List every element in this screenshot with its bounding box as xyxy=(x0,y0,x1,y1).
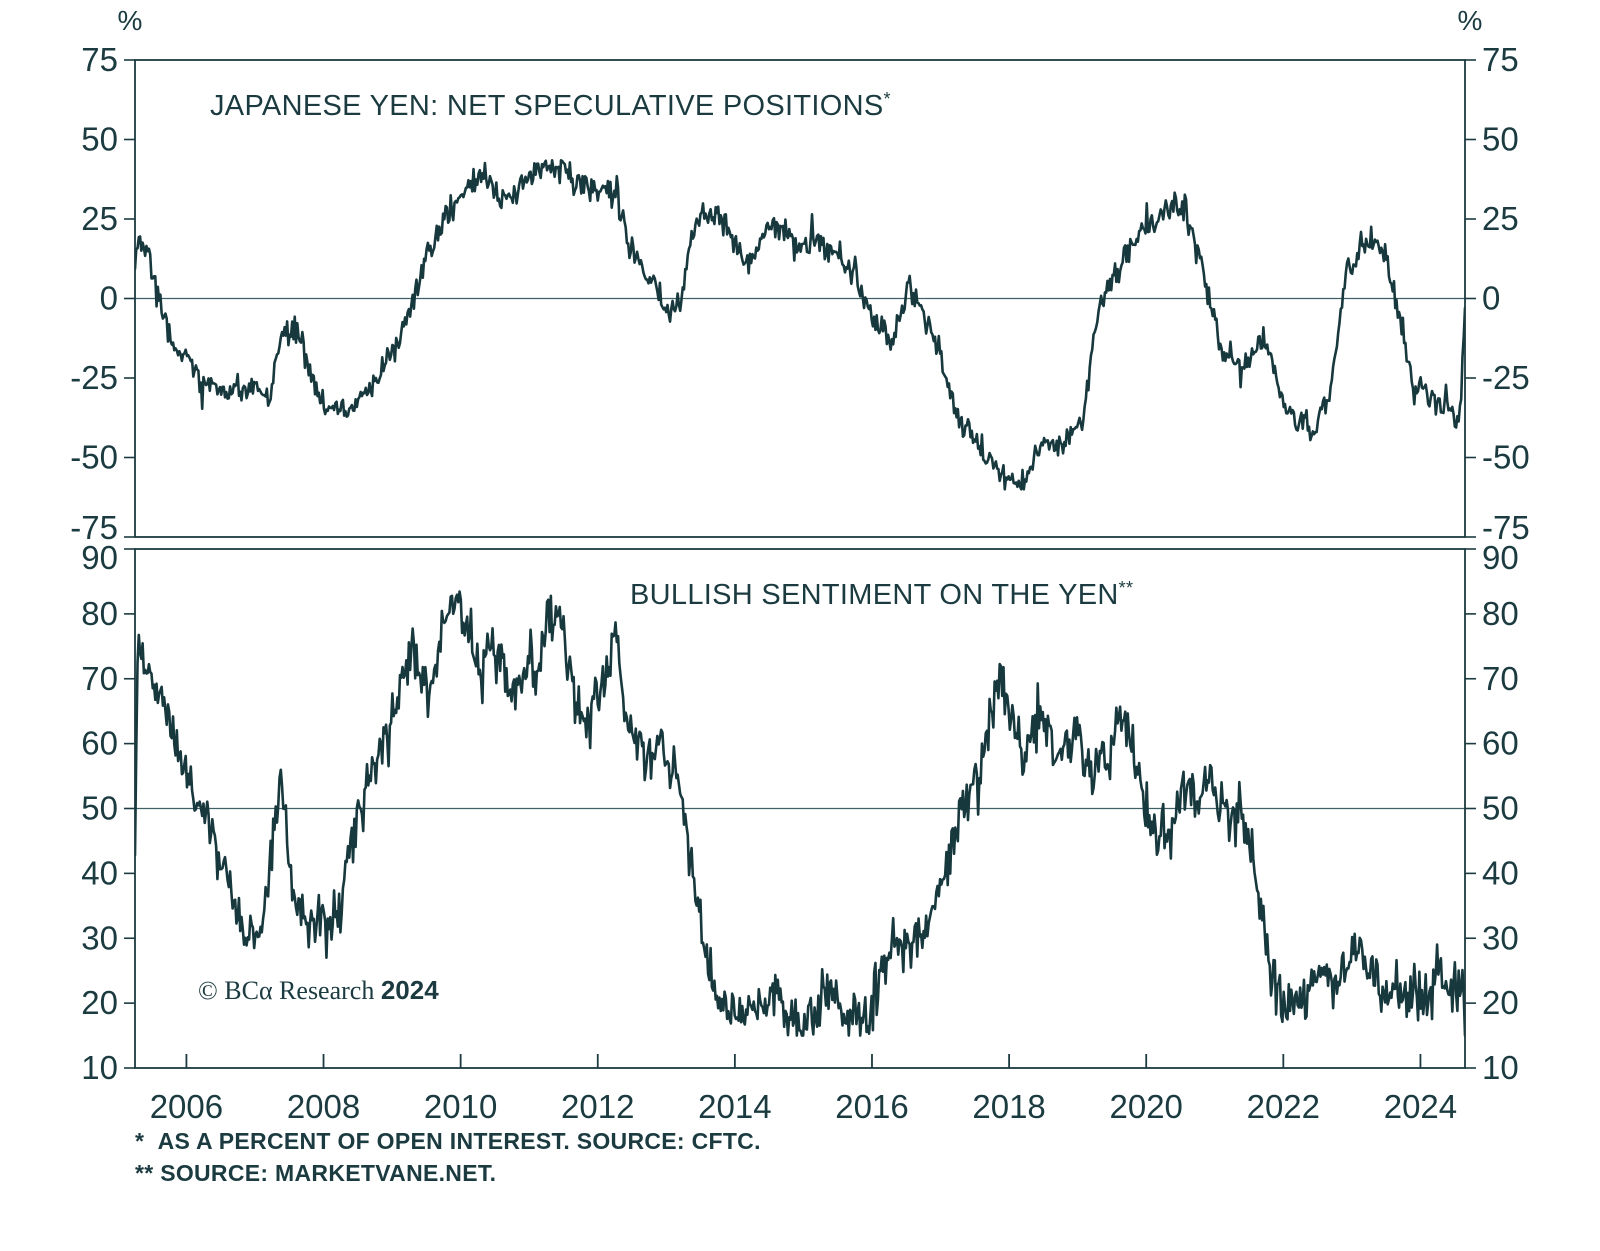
svg-text:80: 80 xyxy=(81,595,118,632)
svg-text:2008: 2008 xyxy=(287,1088,360,1125)
svg-text:10: 10 xyxy=(81,1049,118,1086)
svg-text:2010: 2010 xyxy=(424,1088,497,1125)
svg-text:%: % xyxy=(1458,5,1483,36)
svg-text:20: 20 xyxy=(1482,984,1519,1021)
svg-text:70: 70 xyxy=(81,660,118,697)
svg-text:30: 30 xyxy=(81,919,118,956)
svg-text:%: % xyxy=(118,5,143,36)
svg-text:2020: 2020 xyxy=(1109,1088,1182,1125)
svg-text:2006: 2006 xyxy=(150,1088,223,1125)
svg-text:-25: -25 xyxy=(1482,359,1530,396)
svg-text:-50: -50 xyxy=(70,439,118,476)
svg-text:80: 80 xyxy=(1482,595,1519,632)
svg-text:90: 90 xyxy=(1482,539,1519,576)
svg-text:60: 60 xyxy=(81,725,118,762)
svg-text:50: 50 xyxy=(81,121,118,158)
svg-text:JAPANESE YEN: NET SPECULATIVE: JAPANESE YEN: NET SPECULATIVE POSITIONS* xyxy=(210,89,891,122)
svg-text:40: 40 xyxy=(1482,854,1519,891)
svg-text:90: 90 xyxy=(81,539,118,576)
svg-text:50: 50 xyxy=(1482,790,1519,827)
svg-text:0: 0 xyxy=(1482,280,1500,317)
svg-text:70: 70 xyxy=(1482,660,1519,697)
svg-text:2018: 2018 xyxy=(972,1088,1045,1125)
svg-text:50: 50 xyxy=(81,790,118,827)
svg-text:2016: 2016 xyxy=(835,1088,908,1125)
svg-text:60: 60 xyxy=(1482,725,1519,762)
svg-text:30: 30 xyxy=(1482,919,1519,956)
svg-text:-25: -25 xyxy=(70,359,118,396)
svg-text:2022: 2022 xyxy=(1247,1088,1320,1125)
svg-text:2012: 2012 xyxy=(561,1088,634,1125)
svg-text:25: 25 xyxy=(1482,200,1519,237)
svg-text:-50: -50 xyxy=(1482,439,1530,476)
svg-text:75: 75 xyxy=(81,41,118,78)
svg-text:0: 0 xyxy=(100,280,118,317)
svg-text:10: 10 xyxy=(1482,1049,1519,1086)
svg-text:2014: 2014 xyxy=(698,1088,771,1125)
svg-text:75: 75 xyxy=(1482,41,1519,78)
svg-text:BULLISH SENTIMENT ON THE YEN**: BULLISH SENTIMENT ON THE YEN** xyxy=(630,578,1133,611)
svg-text:20: 20 xyxy=(81,984,118,1021)
svg-text:2024: 2024 xyxy=(1384,1088,1457,1125)
svg-text:25: 25 xyxy=(81,200,118,237)
svg-text:50: 50 xyxy=(1482,121,1519,158)
svg-text:40: 40 xyxy=(81,854,118,891)
